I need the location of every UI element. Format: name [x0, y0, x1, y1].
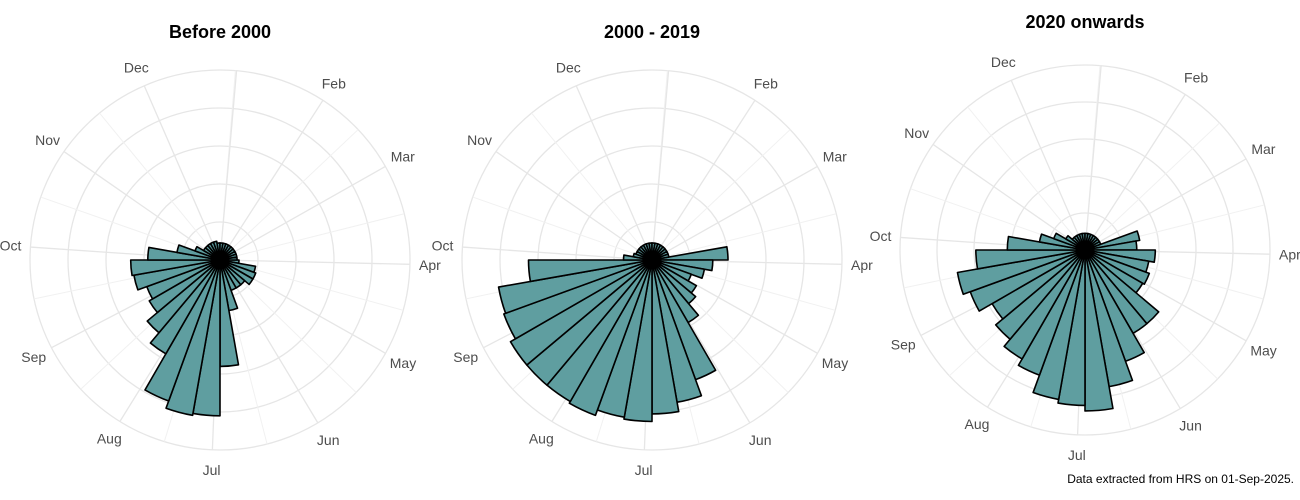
grid-ring	[899, 64, 1271, 436]
month-label: Jun	[317, 432, 340, 448]
polar-chart-2: 2000 - 2019 Dec Feb Mar Apr May Jun Jul Aug Sep Oc…	[432, 22, 874, 478]
bar	[509, 259, 653, 366]
month-label: Dec	[556, 59, 581, 75]
bars	[956, 230, 1160, 412]
month-label: Feb	[754, 76, 778, 92]
month-label: Dec	[124, 59, 149, 75]
grid-spoke-minor	[219, 213, 405, 261]
month-labels: Dec Feb Mar Apr May Jun Jul Aug Sep Oct Nov	[0, 59, 441, 477]
month-label: Jul	[635, 462, 653, 478]
month-label: Sep	[891, 337, 916, 353]
polar-chart-3: 2020 onwards Dec Feb Mar Apr May Jun Jul Aug Sep O…	[870, 12, 1300, 463]
month-label: Jul	[1068, 447, 1086, 463]
grid-spoke-minor	[1084, 122, 1220, 251]
month-label: Oct	[870, 228, 892, 244]
month-label: Nov	[35, 132, 60, 148]
grid-spoke-minor	[651, 213, 837, 261]
grid-spoke	[1084, 94, 1186, 251]
bar	[527, 259, 653, 283]
grid-spoke	[1010, 80, 1086, 251]
grid-spoke	[495, 151, 653, 261]
bar	[219, 256, 238, 261]
month-label: May	[822, 355, 848, 371]
month-label: Apr	[1279, 247, 1300, 263]
grid-spoke-minor	[651, 129, 791, 261]
grid-spoke	[462, 246, 653, 261]
month-label: Oct	[432, 238, 454, 254]
data-source-caption: Data extracted from HRS on 01-Sep-2025.	[1067, 472, 1294, 486]
grid-spoke-minor	[531, 112, 653, 261]
month-label: Mar	[823, 149, 847, 165]
grid-spoke	[1084, 65, 1102, 251]
month-label: Mar	[1251, 141, 1275, 157]
month-label: Aug	[97, 431, 122, 447]
month-label: Aug	[965, 416, 990, 432]
month-label: Feb	[322, 76, 346, 92]
month-label: Mar	[391, 149, 415, 165]
bar	[1003, 249, 1086, 360]
grid-spoke-minor	[472, 196, 653, 261]
chart-title: 2000 - 2019	[604, 22, 700, 42]
grid-spoke	[651, 99, 756, 261]
grid-spoke	[651, 165, 818, 261]
chart-title: Before 2000	[169, 22, 271, 42]
bar	[1084, 249, 1114, 412]
bar	[1084, 240, 1102, 251]
bar	[146, 259, 221, 334]
month-label: May	[1250, 343, 1276, 359]
month-label: Oct	[0, 238, 21, 254]
month-label: May	[390, 355, 416, 371]
grid-ring	[461, 69, 843, 451]
grid-spoke	[651, 70, 670, 261]
month-label: Jun	[749, 432, 772, 448]
grid-spoke	[63, 151, 221, 261]
bar	[975, 249, 1086, 270]
grid-spoke	[932, 143, 1086, 251]
month-label: Nov	[904, 125, 929, 141]
month-label: Sep	[21, 349, 46, 365]
grid-spoke-minor	[99, 112, 221, 261]
month-label: Dec	[991, 54, 1016, 70]
bar	[994, 249, 1086, 341]
grid-spoke	[143, 85, 221, 261]
bar	[1017, 249, 1086, 376]
month-label: Sep	[453, 349, 478, 365]
bars	[497, 242, 729, 423]
grid-spoke	[1084, 158, 1247, 251]
month-label: Aug	[529, 431, 554, 447]
bar	[149, 259, 221, 355]
month-labels: Dec Feb Mar Apr May Jun Jul Aug Sep Oct Nov	[432, 59, 874, 477]
grid-spoke-minor	[219, 129, 359, 261]
grid-spoke	[219, 70, 238, 261]
bar	[148, 259, 221, 314]
chart-title: 2020 onwards	[1025, 12, 1144, 32]
month-label: Apr	[419, 257, 441, 273]
bar	[144, 259, 221, 402]
grid-spoke	[219, 165, 386, 261]
month-label: Feb	[1184, 70, 1208, 86]
grid-ring	[29, 69, 411, 451]
grid-spoke	[575, 85, 653, 261]
month-label: Apr	[851, 257, 873, 273]
bar	[129, 259, 221, 277]
grid-spoke	[219, 99, 324, 261]
month-label: Jun	[1179, 418, 1202, 434]
bar	[568, 259, 653, 417]
bar	[651, 253, 670, 261]
bar	[497, 259, 653, 315]
bar	[651, 246, 729, 261]
polar-chart-1: Before 2000 Dec Feb Mar Apr May Jun Jul Aug Sep Oc…	[0, 22, 441, 478]
grid-spoke-minor	[967, 106, 1086, 251]
grid-spoke	[219, 259, 410, 265]
bar	[503, 259, 653, 340]
month-label: Nov	[467, 132, 492, 148]
bars	[129, 240, 257, 417]
month-labels: Dec Feb Mar Apr May Jun Jul Aug Sep Oct Nov	[870, 54, 1300, 463]
bar	[956, 249, 1086, 296]
month-label: Jul	[203, 462, 221, 478]
